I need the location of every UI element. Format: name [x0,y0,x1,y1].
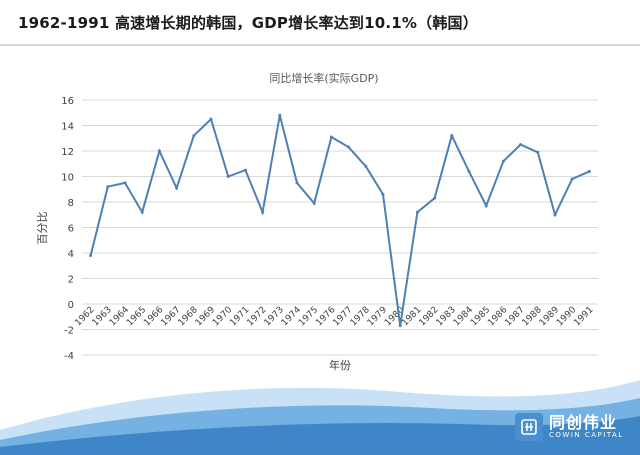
y-axis-ticks: -4 -2 0 2 4 6 8 10 12 14 16 [61,96,74,362]
data-point [329,135,333,139]
logo-name-cn: 同创伟业 [549,413,618,432]
title-divider [0,44,640,46]
y-tick-label: -4 [64,351,74,362]
data-point [175,186,179,190]
data-point [157,149,161,153]
x-tick-label: 1991 [572,305,595,328]
data-point [381,192,385,196]
data-point [226,175,230,178]
data-point [553,213,557,217]
logo-name-en: COWIN CAPITAL [549,431,624,439]
y-tick-label: 12 [61,147,74,158]
data-point [433,196,437,200]
data-point [89,254,93,258]
y-tick-label: 2 [68,275,74,286]
data-point [278,113,282,117]
data-point [295,181,299,185]
data-point [192,134,196,138]
y-tick-label: 8 [68,198,74,209]
y-tick-label: 10 [61,173,74,184]
chart-title: 同比增长率(实际GDP) [269,71,378,85]
x-axis-label: 年份 [329,358,351,372]
data-point [398,324,402,328]
y-tick-label: 14 [61,122,74,133]
data-point [570,177,574,181]
data-point [243,168,247,172]
data-point [140,210,144,214]
x-axis-ticks: 1962196319641965196619671968196919701971… [73,305,595,328]
y-tick-label: 4 [68,249,74,260]
series-line-gdp-growth [89,115,590,326]
y-tick-label: 6 [68,224,74,235]
data-point [123,181,127,185]
data-point [519,143,523,147]
chart-gridlines [82,99,598,356]
y-tick-label: 16 [61,96,74,107]
data-point [415,210,419,214]
data-point [450,134,454,138]
data-point [364,164,368,168]
data-point [347,145,351,149]
logo-mark-icon [515,413,543,441]
y-tick-label: 0 [68,300,74,311]
company-logo: 同创伟业 COWIN CAPITAL [515,412,624,442]
slide-title: 1962-1991 高速增长期的韩国，GDP增长率达到10.1%（韩国） [18,14,478,32]
y-axis-label: 百分比 [36,212,49,245]
data-point [106,185,110,189]
data-point [501,159,505,163]
data-point [209,117,213,121]
data-point [312,201,316,205]
data-point [467,169,471,173]
data-point [484,204,488,208]
data-point [587,169,591,173]
data-point [261,210,265,214]
data-point [536,150,540,154]
y-tick-label: -2 [64,326,74,337]
